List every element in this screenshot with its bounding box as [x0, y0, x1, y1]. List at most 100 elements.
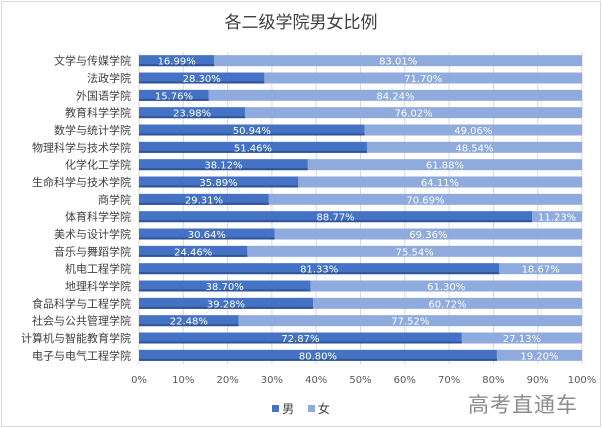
- x-tick-label: 0%: [131, 375, 147, 386]
- bar-male-shade: [139, 202, 269, 205]
- data-label-male: 80.80%: [299, 351, 337, 362]
- bar-male-shade: [139, 98, 209, 101]
- data-label-female: 18.67%: [522, 265, 560, 276]
- category-label: 教育科学学院: [65, 106, 131, 120]
- legend-swatch-female: [307, 405, 315, 412]
- bar-female: [307, 159, 582, 171]
- category-label: 计算机与智能教育学院: [21, 331, 131, 345]
- data-label-male: 38.70%: [206, 282, 244, 293]
- data-label-male: 22.48%: [170, 317, 208, 328]
- data-label-male: 24.46%: [174, 247, 212, 258]
- bar-male-shade: [139, 185, 298, 188]
- data-label-female: 83.01%: [379, 57, 417, 68]
- category-label: 外国语学院: [76, 88, 131, 102]
- bar-male-shade: [139, 306, 314, 309]
- bar-male-shade: [139, 324, 239, 327]
- legend: 男 女: [0, 400, 602, 417]
- bar-male-shade: [139, 272, 500, 275]
- data-label-male: 16.99%: [158, 57, 196, 68]
- bar-female: [496, 349, 582, 361]
- data-label-female: 19.20%: [520, 351, 558, 362]
- bar-male: [139, 55, 215, 67]
- data-label-female: 84.24%: [376, 91, 414, 102]
- data-label-male: 35.89%: [199, 178, 237, 189]
- category-label: 地理科学学院: [65, 279, 131, 293]
- bar-male-shade: [139, 133, 365, 136]
- bar-male: [139, 176, 298, 188]
- bar-female: [264, 72, 582, 84]
- data-label-female: 48.54%: [455, 143, 493, 154]
- bar-female: [499, 263, 582, 275]
- category-label: 生命科学与技术学院: [32, 175, 131, 189]
- bar-male: [139, 245, 248, 257]
- data-label-female: 49.06%: [454, 126, 492, 137]
- bar-male-shade: [139, 341, 462, 344]
- bar-male: [139, 72, 265, 84]
- bar-male: [139, 159, 308, 171]
- bar-female: [364, 124, 582, 136]
- x-tick-label: 80%: [482, 375, 504, 386]
- data-label-female: 77.52%: [391, 317, 429, 328]
- bar-female: [268, 193, 582, 205]
- bar-male: [139, 315, 239, 327]
- category-label: 食品科学与工程学院: [32, 296, 131, 310]
- data-label-male: 23.98%: [173, 109, 211, 120]
- data-label-male: 51.46%: [234, 143, 272, 154]
- bar-male-shade: [139, 116, 246, 119]
- bar-male: [139, 211, 533, 223]
- data-label-male: 30.64%: [188, 230, 226, 241]
- legend-label-male: 男: [282, 402, 295, 416]
- bar-female: [247, 245, 583, 257]
- bar-male-shade: [139, 220, 533, 223]
- bar-male-shade: [139, 358, 497, 361]
- legend-label-female: 女: [317, 402, 330, 416]
- category-label: 体育科学学院: [65, 210, 131, 224]
- category-label: 音乐与舞蹈学院: [54, 244, 131, 258]
- bar-female: [532, 211, 582, 223]
- category-label: 化学化工学院: [65, 158, 131, 172]
- bar-male-shade: [139, 168, 308, 171]
- data-label-male: 50.94%: [233, 126, 271, 137]
- category-label: 数学与统计学院: [54, 123, 131, 137]
- data-label-female: 75.54%: [396, 247, 434, 258]
- bar-female: [366, 141, 582, 153]
- bar-male-shade: [139, 150, 367, 153]
- bar-female: [313, 297, 582, 309]
- data-label-female: 61.88%: [426, 161, 464, 172]
- data-label-female: 60.72%: [428, 299, 466, 310]
- bar-male: [139, 280, 311, 292]
- bar-male-shade: [139, 64, 215, 67]
- bar-male-shade: [139, 289, 311, 292]
- x-tick-label: 10%: [172, 375, 194, 386]
- x-tick-label: 70%: [438, 375, 460, 386]
- bar-female: [274, 228, 582, 240]
- data-label-female: 69.36%: [409, 230, 447, 241]
- category-label: 机电工程学院: [65, 262, 131, 276]
- watermark: 高考直通车: [468, 393, 578, 417]
- bar-male: [139, 332, 462, 344]
- bar-male-shade: [139, 254, 248, 257]
- bar-male: [139, 141, 367, 153]
- data-label-male: 72.87%: [281, 334, 319, 345]
- category-label: 美术与设计学院: [54, 227, 131, 241]
- data-label-female: 11.23%: [538, 213, 576, 224]
- bar-male: [139, 297, 314, 309]
- chart-title: 各二级学院男女比例: [224, 13, 378, 33]
- data-label-male: 29.31%: [185, 195, 223, 206]
- x-tick-label: 40%: [305, 375, 327, 386]
- data-label-female: 71.70%: [404, 74, 442, 85]
- bar-male: [139, 263, 500, 275]
- data-label-male: 88.77%: [317, 213, 355, 224]
- x-tick-label: 90%: [527, 375, 549, 386]
- x-tick-label: 50%: [349, 375, 371, 386]
- x-tick-label: 20%: [216, 375, 238, 386]
- data-label-male: 15.76%: [155, 91, 193, 102]
- data-label-male: 28.30%: [183, 74, 221, 85]
- category-label: 文学与传媒学院: [54, 54, 131, 68]
- data-label-male: 38.12%: [204, 161, 242, 172]
- data-label-female: 76.02%: [395, 109, 433, 120]
- category-label: 商学院: [98, 192, 131, 206]
- bar-male: [139, 107, 246, 119]
